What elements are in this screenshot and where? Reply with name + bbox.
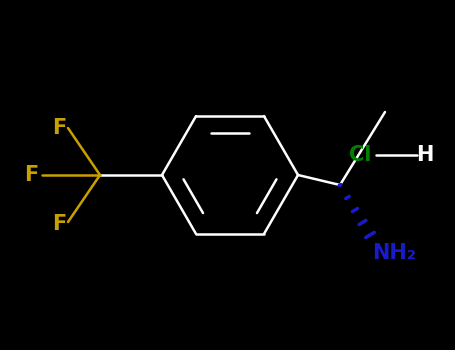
Text: NH₂: NH₂ [372,243,416,263]
Text: H: H [416,145,434,165]
Text: F: F [52,118,66,138]
Text: F: F [52,214,66,234]
Text: F: F [24,165,38,185]
Text: Cl: Cl [349,145,371,165]
